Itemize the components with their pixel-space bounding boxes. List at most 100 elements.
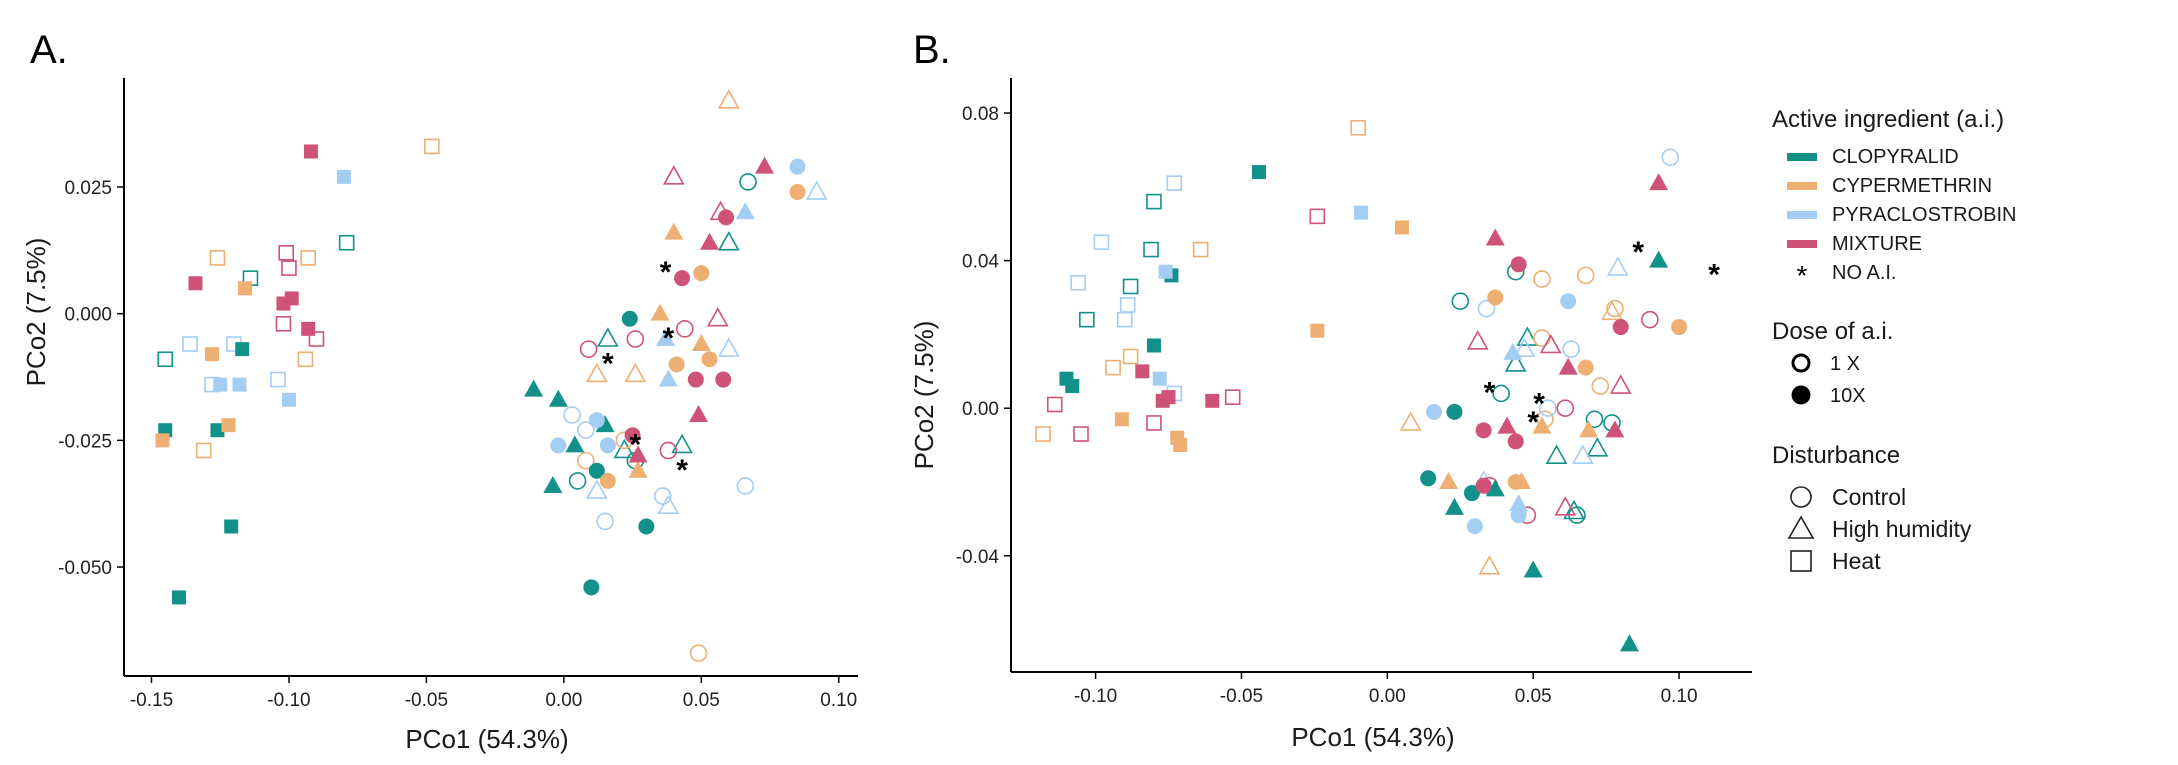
panel-a-point <box>563 406 581 424</box>
panel-a-point <box>278 245 294 261</box>
panel-b-y-tick-label: 0.00 <box>962 399 999 420</box>
panel-a-point <box>596 512 614 531</box>
panel-a-point <box>659 441 678 460</box>
panel-b: B. PCo1 (54.3%) PCo2 (7.5%) -0.10 -0.05 0.… <box>909 28 1752 752</box>
panel-b-point-no-ai: * <box>1632 236 1644 269</box>
panel-b-point <box>1571 444 1594 464</box>
panel-b-y-tick-label: -0.04 <box>956 547 1000 568</box>
panel-a-point <box>308 331 325 347</box>
panel-a-point <box>595 415 615 433</box>
panel-a-point <box>717 337 740 357</box>
panel-b-point <box>1523 560 1543 578</box>
legend-swatch <box>1787 240 1817 248</box>
panel-b-point <box>1576 266 1595 285</box>
panel-b-point <box>1661 148 1680 167</box>
panel-b-point <box>1135 364 1150 379</box>
panel-a-y-tick-label: -0.025 <box>58 431 112 452</box>
panel-a-point <box>638 518 655 535</box>
panel-b-point <box>1192 241 1209 258</box>
panel-b-point <box>1310 323 1325 338</box>
panel-b-point <box>1510 256 1527 273</box>
panel-a: A. PCo1 (54.3%) PCo2 (7.5%) -0.15 -0.10 -0… <box>21 28 858 754</box>
panel-b-point <box>1143 241 1159 258</box>
panel-a-point <box>626 330 645 348</box>
panel-a-point <box>628 445 648 463</box>
panel-b-point <box>1562 340 1580 358</box>
panel-a-y-tick-label: 0.025 <box>64 178 112 199</box>
panel-b-point <box>1122 278 1139 295</box>
panel-a-point <box>188 276 203 291</box>
legend-ai-title: Active ingredient (a.i.) <box>1772 106 2004 133</box>
panel-a-point <box>579 340 598 358</box>
panel-b-point <box>1394 220 1409 235</box>
panel-a-point <box>676 320 694 338</box>
panel-a-point <box>624 362 647 383</box>
panel-a-point <box>171 590 186 605</box>
panel-b-point <box>1463 485 1480 502</box>
panel-b-point <box>1093 234 1110 250</box>
panel-b-point <box>1152 371 1167 386</box>
panel-b-point <box>1354 205 1369 220</box>
panel-b-point <box>1251 165 1266 180</box>
panel-b-point <box>1475 422 1492 439</box>
panel-a-point <box>210 423 225 438</box>
panel-a-x-tick-label: -0.15 <box>130 690 173 711</box>
panel-a-point <box>281 260 297 276</box>
panel-a-point <box>221 418 236 433</box>
panel-a-point <box>656 328 676 346</box>
panel-b-point <box>1439 471 1459 489</box>
panel-a-point <box>237 281 252 296</box>
panel-b-point <box>1451 292 1470 311</box>
panel-b-point <box>1119 297 1136 313</box>
panel-a-point <box>224 519 239 534</box>
panel-a-point <box>270 371 286 388</box>
legend-dose-open-circle-icon <box>1791 353 1811 373</box>
panel-a-point <box>789 184 806 201</box>
panel-b-point <box>1533 329 1551 347</box>
panel-b-point <box>1158 264 1173 279</box>
panel-b-point <box>1539 333 1562 354</box>
panel-b-point <box>1466 330 1489 350</box>
panel-a-point <box>524 379 544 397</box>
panel-a-point <box>624 427 641 444</box>
panel-b-point <box>1350 120 1366 136</box>
panel-b-point <box>1503 342 1523 360</box>
panel-b-point <box>1046 396 1063 413</box>
panel-b-point <box>1649 173 1669 191</box>
panel-b-point <box>1513 337 1536 357</box>
panel-a-y-tick-label: -0.050 <box>58 558 112 579</box>
panel-b-point <box>1532 416 1552 434</box>
panel-a-point <box>338 234 355 251</box>
panel-a-point <box>735 202 755 220</box>
panel-a-point-no-ai: * <box>676 454 688 487</box>
panel-a-y-tick-label: 0.000 <box>64 305 112 326</box>
panel-a-x-tick-label: -0.10 <box>267 690 310 711</box>
panel-a-point <box>701 351 718 368</box>
legend-disturbance-label: Control <box>1832 484 1906 510</box>
legend-dose-filled-circle-icon <box>1791 385 1811 405</box>
panel-a-point <box>628 460 648 478</box>
panel-b-point <box>1487 289 1504 306</box>
legend-disturbance-items: Control High humidity Heat <box>1787 484 1972 574</box>
panel-a-point <box>662 165 685 185</box>
panel-b-point <box>1073 426 1089 442</box>
panel-b-point <box>1510 507 1527 524</box>
panel-b-point <box>1485 228 1505 246</box>
legend-disturbance-label: Heat <box>1832 548 1881 574</box>
panel-b-point <box>1556 399 1575 418</box>
panel-a-points: * * * * * <box>155 89 828 662</box>
panel-b-axes: -0.10 -0.05 0.00 0.05 0.10 -0.04 0.00 0.04 0.08 <box>956 78 1752 707</box>
panel-b-point <box>1507 473 1524 490</box>
panel-b-y-axis-title: PCo2 (7.5%) <box>909 321 939 470</box>
panel-b-point-no-ai: * <box>1527 406 1539 439</box>
panel-a-point <box>300 250 316 266</box>
panel-b-point <box>1671 319 1688 336</box>
panel-b-point <box>1605 420 1625 438</box>
legend-swatch <box>1787 211 1817 219</box>
panel-a-point <box>650 303 670 321</box>
panel-a-point <box>565 435 585 453</box>
panel-a-point <box>588 462 605 479</box>
panel-b-x-tick-label: 0.10 <box>1661 686 1698 707</box>
panel-a-point <box>232 377 247 392</box>
panel-b-point <box>1116 311 1133 328</box>
